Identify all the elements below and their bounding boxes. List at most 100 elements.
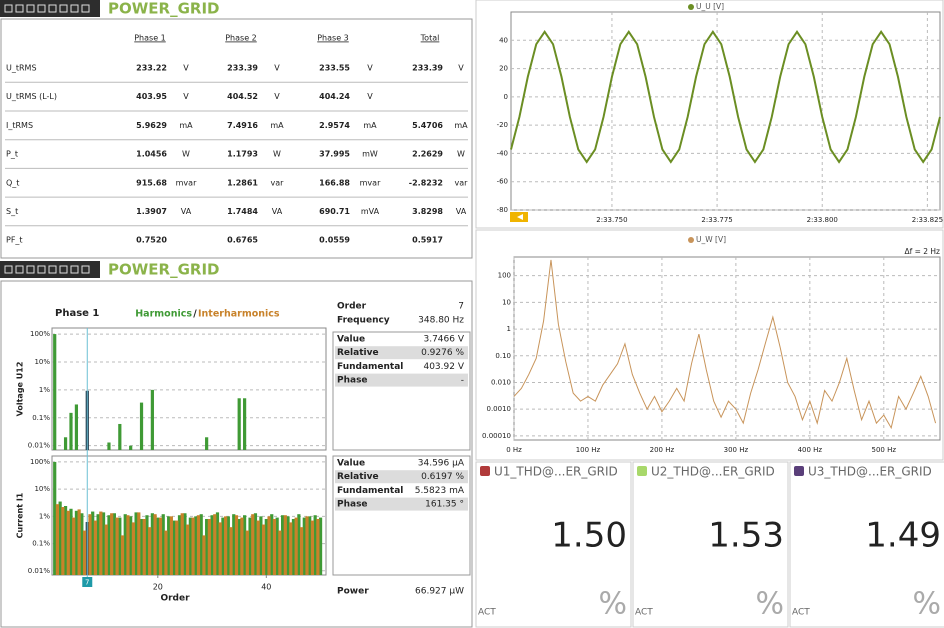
- bar: [283, 515, 287, 575]
- tile[interactable]: [632, 461, 789, 628]
- bar: [137, 512, 141, 575]
- tile-swatch: [637, 466, 647, 476]
- toolbar-icon[interactable]: [26, 4, 35, 13]
- cursor-label: 7: [85, 579, 89, 587]
- info-label: Phase: [337, 500, 368, 510]
- toolbar-icon[interactable]: [15, 4, 24, 13]
- cell-value: 403.95: [136, 92, 167, 101]
- y-tick-label: 0.10: [495, 352, 511, 360]
- toolbar-icon[interactable]: [81, 4, 90, 13]
- tile[interactable]: [789, 461, 944, 628]
- bar: [202, 535, 206, 575]
- info-label: Value: [337, 335, 365, 345]
- cell-value: 3.8298: [412, 207, 443, 216]
- bar: [177, 515, 182, 575]
- data-line: [510, 30, 941, 164]
- bar: [318, 517, 323, 575]
- bar: [194, 516, 198, 575]
- bar: [205, 518, 209, 575]
- bar: [80, 513, 84, 575]
- cell-value: 1.0456: [136, 150, 167, 159]
- bar: [183, 513, 187, 575]
- y-tick-label: 0.00010: [482, 432, 511, 440]
- legend-dot: [688, 4, 694, 10]
- bar: [131, 522, 135, 575]
- row-highlight: [335, 470, 468, 484]
- info-value: -: [461, 376, 464, 386]
- toolbar-icon[interactable]: [81, 265, 90, 274]
- bar: [297, 514, 301, 575]
- toolbar-icon[interactable]: [59, 265, 68, 274]
- bar: [107, 442, 111, 450]
- row-label: Q_t: [6, 178, 19, 187]
- tile[interactable]: [475, 461, 632, 628]
- y-tick-label: 100%: [30, 330, 50, 338]
- plot-area: [51, 327, 327, 451]
- cell-unit: W: [273, 150, 281, 159]
- bar: [243, 398, 247, 450]
- bar: [104, 524, 108, 575]
- row-highlight: [335, 346, 468, 360]
- toolbar-icon[interactable]: [26, 265, 35, 274]
- cell-value: 5.4706: [412, 121, 443, 130]
- bar: [316, 518, 320, 575]
- toolbar-icon[interactable]: [4, 4, 13, 13]
- y-tick-label: 10%: [34, 485, 50, 493]
- data-line: [513, 259, 937, 430]
- y-tick-label: 0.01%: [28, 442, 51, 450]
- bar: [196, 515, 201, 575]
- bar: [175, 520, 179, 575]
- row-label: U_tRMS (L-L): [6, 92, 57, 101]
- column-header: Total: [420, 34, 440, 43]
- y-tick-label: 0.1%: [32, 414, 50, 422]
- toolbar-icon[interactable]: [37, 4, 46, 13]
- x-tick-label: 0 Hz: [506, 446, 522, 454]
- bar: [172, 520, 176, 575]
- tile-status: ACT: [478, 608, 496, 618]
- bar: [120, 535, 125, 575]
- info-value: 348.80 Hz: [418, 316, 464, 326]
- toolbar-icon[interactable]: [37, 265, 46, 274]
- bar: [291, 518, 296, 575]
- bar: [310, 520, 315, 575]
- x-tick-label: 40: [261, 583, 271, 592]
- bar: [139, 402, 144, 450]
- chart-title: U_U [V]: [696, 2, 724, 11]
- toolbar-icon[interactable]: [4, 265, 13, 274]
- bar: [69, 508, 73, 575]
- toolbar-icon[interactable]: [70, 4, 79, 13]
- cell-value: 2.9574: [319, 121, 350, 130]
- tile-value: 1.49: [865, 516, 941, 556]
- row-label: U_tRMS: [6, 64, 37, 73]
- scroll-arrow: [517, 214, 523, 220]
- bar: [82, 530, 87, 575]
- bar: [308, 516, 312, 575]
- cell-unit: mVA: [361, 207, 380, 216]
- plot-area: [513, 256, 941, 441]
- toolbar-icon[interactable]: [48, 265, 57, 274]
- bar: [262, 524, 266, 575]
- chart-title: U_W [V]: [696, 235, 726, 244]
- tile-label: U3_THD@...ER_GRID: [808, 465, 932, 479]
- y-tick-label: 1%: [39, 512, 50, 520]
- toolbar-icon[interactable]: [59, 4, 68, 13]
- bar: [213, 514, 217, 575]
- bar: [72, 517, 76, 575]
- bar: [224, 516, 228, 575]
- toolbar[interactable]: [0, 261, 100, 278]
- toolbar-icon[interactable]: [70, 265, 79, 274]
- info-value: 5.5823 mA: [415, 486, 465, 496]
- x-tick-label: 2:33.825: [912, 216, 943, 224]
- bar: [169, 516, 173, 575]
- bar: [245, 530, 249, 575]
- toolbar-icon[interactable]: [48, 4, 57, 13]
- toolbar[interactable]: [0, 0, 100, 17]
- tile-status: ACT: [635, 608, 653, 618]
- toolbar-icon[interactable]: [15, 265, 24, 274]
- y-tick-label: 0.01%: [28, 567, 51, 575]
- bar: [55, 504, 60, 575]
- bar: [153, 514, 157, 575]
- cell-unit: V: [367, 92, 373, 101]
- y-tick-label: 10%: [34, 358, 50, 366]
- cursor-marker[interactable]: [82, 577, 93, 587]
